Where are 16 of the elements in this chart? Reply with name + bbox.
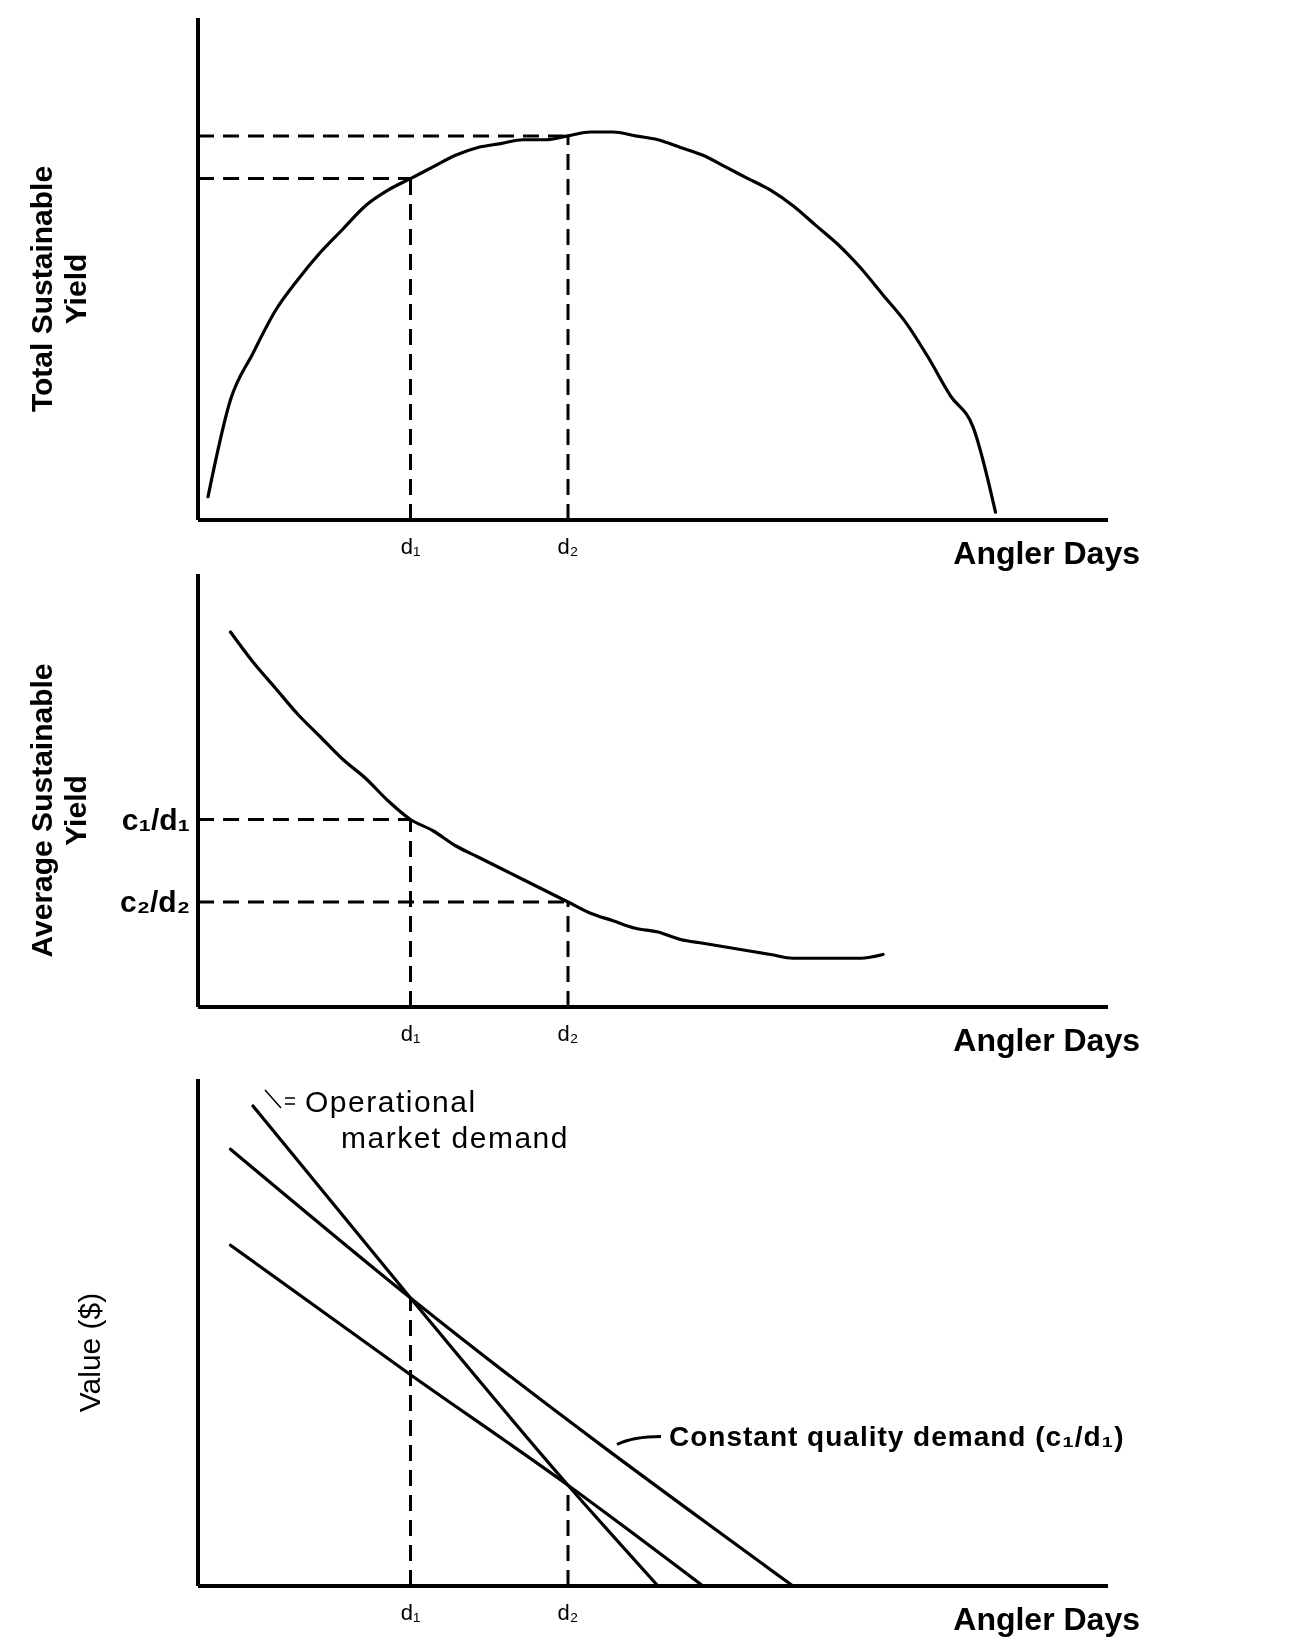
x-axis-title: Angler Days (953, 1601, 1140, 1637)
x-tick-label: d₂ (557, 534, 579, 559)
y-axis-title: Average Sustainable Yield (25, 663, 92, 958)
y-axis-title: Value ($) (73, 1292, 106, 1413)
x-tick-label: d₁ (400, 1021, 421, 1046)
y-axis-title: Total Sustainable Yield (25, 165, 92, 413)
ref-line-label: c₁/d₁ (121, 802, 190, 836)
legend-label: Operational market demand (305, 1085, 569, 1154)
x-tick-label: d₂ (557, 1600, 579, 1625)
x-tick-label: d₁ (400, 534, 421, 559)
x-tick-label: d₁ (400, 1600, 421, 1625)
x-axis-title: Angler Days (953, 535, 1140, 571)
ref-line-label: c₂/d₂ (119, 885, 190, 918)
x-tick-label: d₂ (557, 1021, 579, 1046)
x-axis-title: Angler Days (953, 1022, 1140, 1058)
legend-label: Constant quality demand (c₁/d₁) (669, 1421, 1125, 1453)
